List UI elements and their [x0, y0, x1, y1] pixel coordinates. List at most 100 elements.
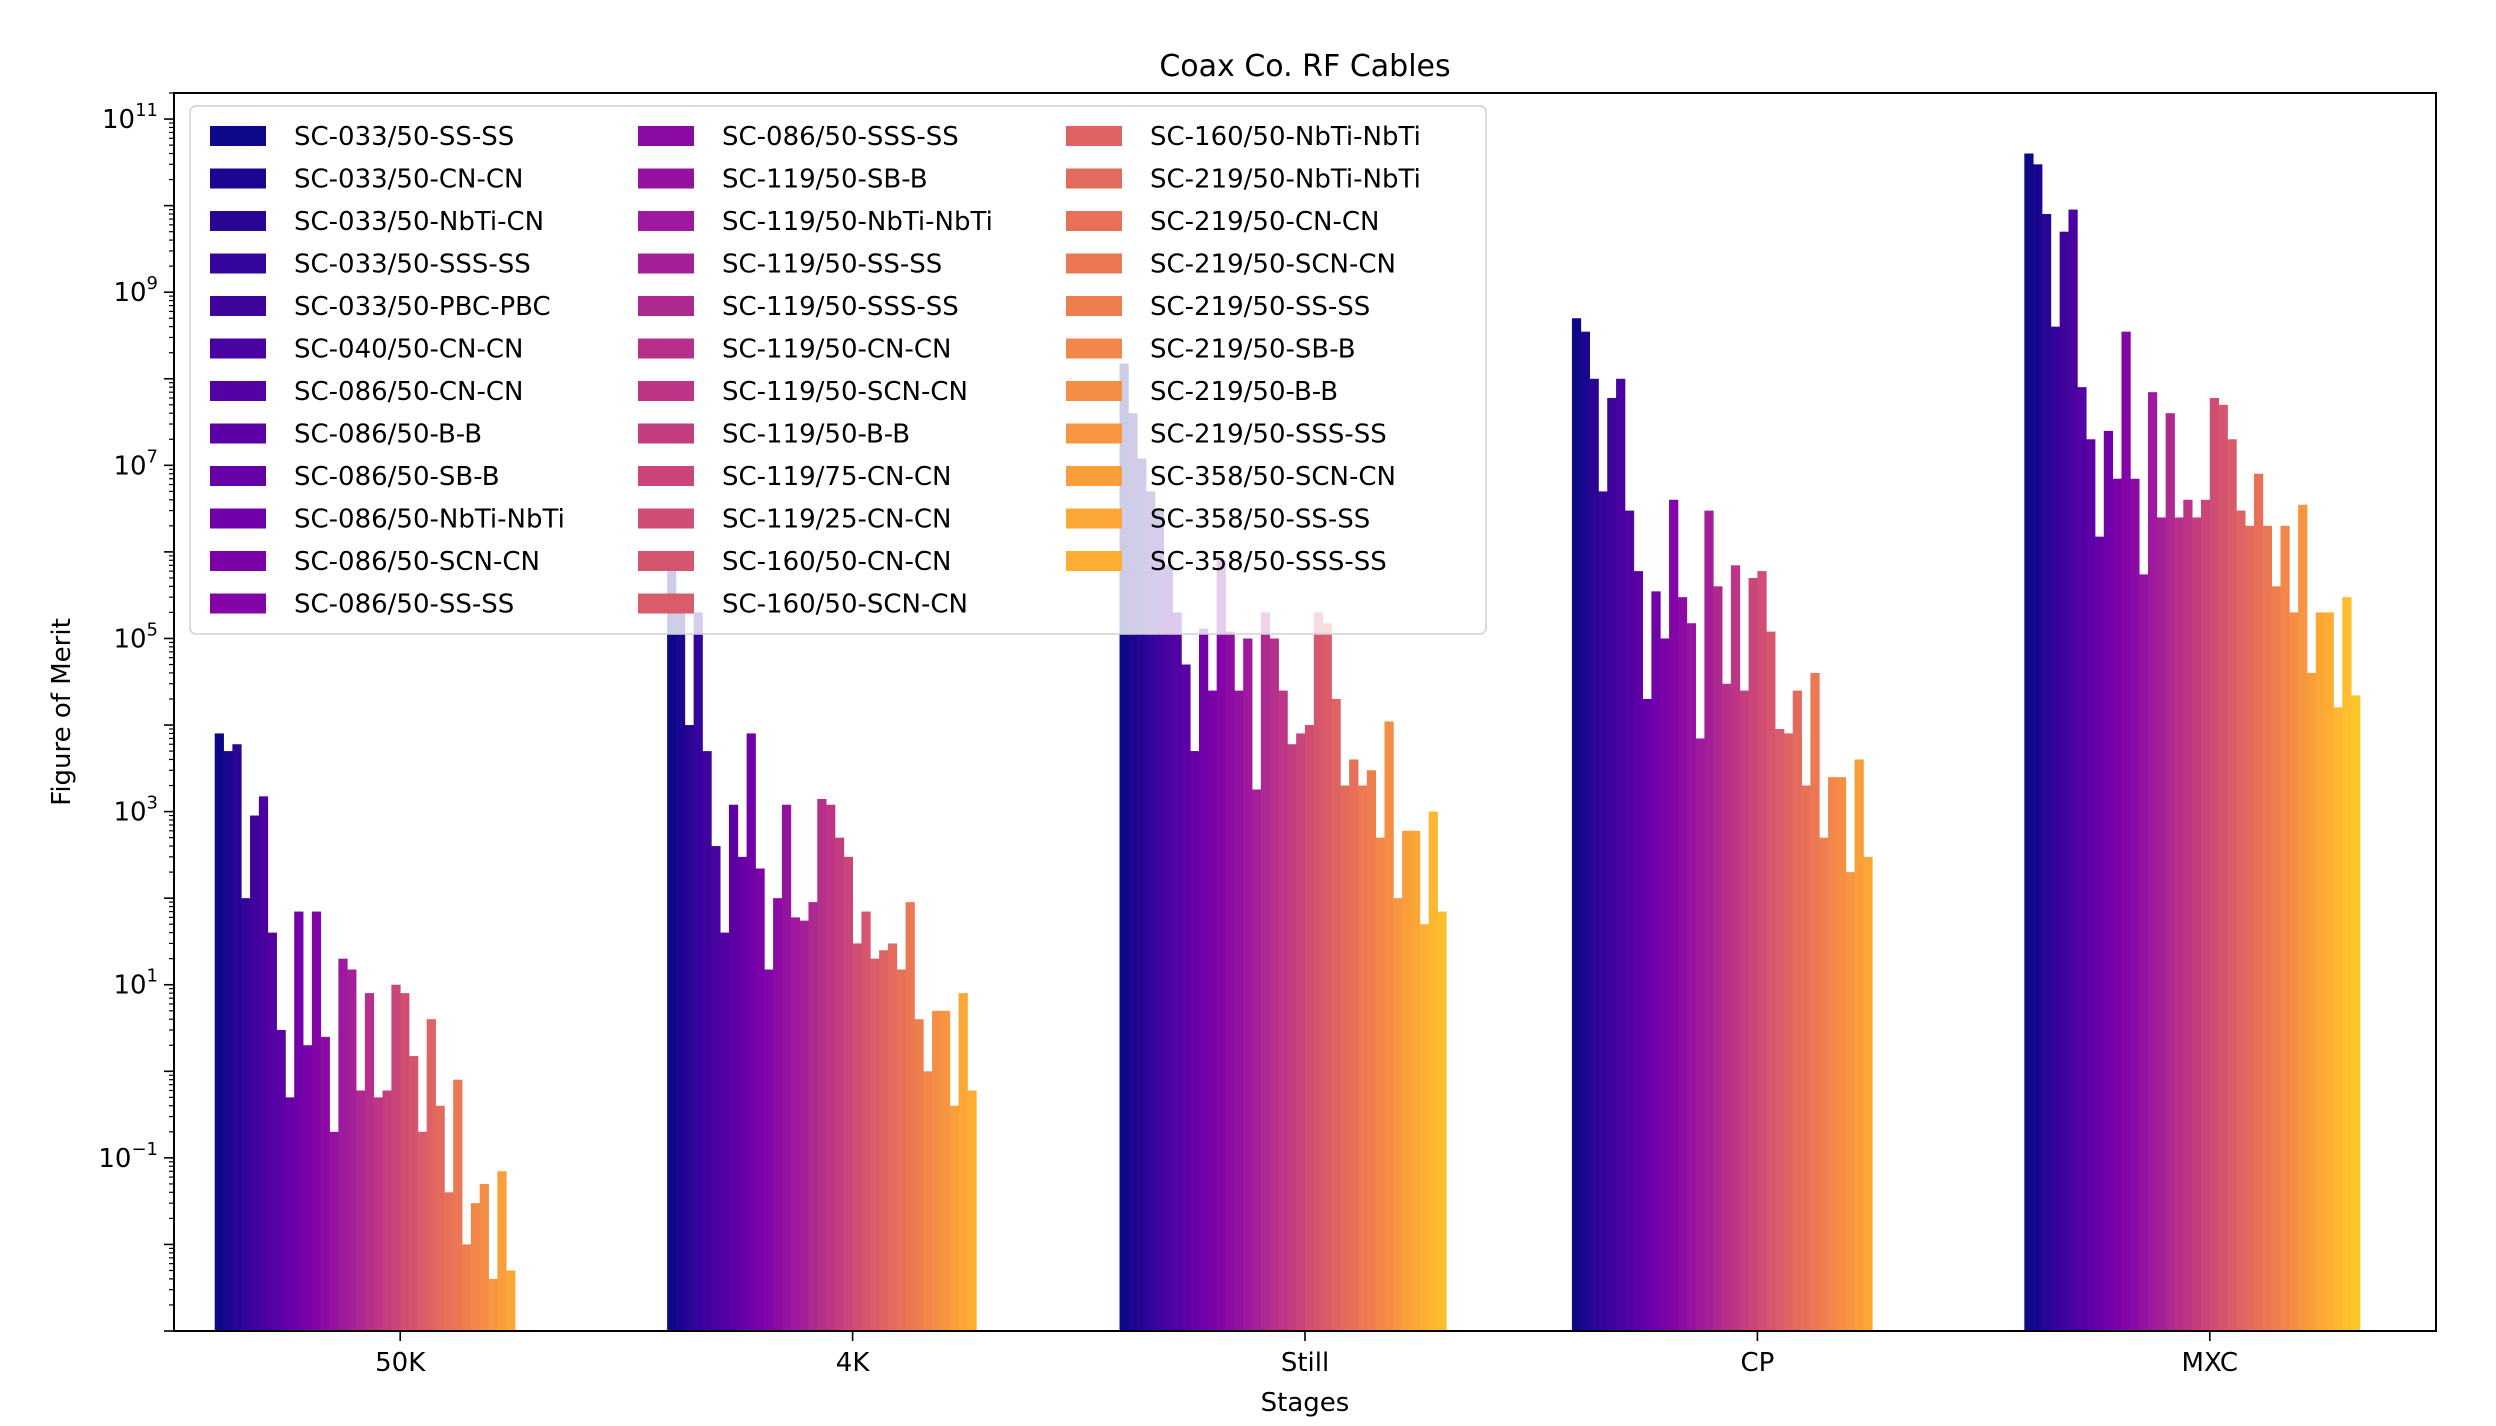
legend-label: SC-086/50-SCN-CN: [294, 547, 540, 577]
bar: [2147, 392, 2158, 1331]
bar: [879, 950, 889, 1331]
x-tick-label: CP: [1740, 1348, 1774, 1378]
bar: [773, 898, 783, 1331]
bar: [834, 837, 845, 1331]
legend-swatch: [1066, 126, 1122, 146]
bar: [2139, 574, 2149, 1331]
bar: [843, 856, 853, 1331]
bar: [1783, 733, 1794, 1331]
bar: [1278, 690, 1288, 1331]
legend-label: SC-119/50-SS-SS: [722, 250, 942, 280]
bar: [2236, 510, 2246, 1332]
bar: [303, 1045, 313, 1331]
legend-swatch: [638, 296, 694, 316]
bar: [2298, 504, 2308, 1331]
bar: [347, 969, 357, 1331]
legend-swatch: [638, 551, 694, 571]
bar: [232, 744, 242, 1331]
bar: [223, 751, 233, 1331]
bar: [2121, 331, 2131, 1331]
y-tick-label: 1011: [102, 100, 158, 135]
bar: [711, 846, 721, 1331]
bar: [1836, 777, 1847, 1331]
bar: [1607, 397, 1617, 1332]
legend-swatch: [638, 126, 694, 146]
legend-label: SC-219/50-NbTi-NbTi: [1150, 165, 1421, 195]
bar: [1669, 499, 1679, 1331]
bar: [2059, 231, 2069, 1332]
bar: [870, 958, 880, 1331]
legend-swatch: [638, 381, 694, 401]
legend-label: SC-358/50-SS-SS: [1150, 505, 1370, 535]
bar: [1624, 510, 1635, 1332]
bar: [1863, 856, 1873, 1331]
bar: [2033, 164, 2043, 1331]
bar: [702, 751, 712, 1331]
bar: [914, 1019, 924, 1331]
legend-label: SC-040/50-CN-CN: [294, 335, 523, 365]
bar: [1137, 458, 1147, 1332]
bar: [1589, 378, 1599, 1331]
legend-swatch: [210, 508, 266, 529]
x-tick-label: Still: [1281, 1348, 1329, 1378]
bars-layer: [214, 153, 2361, 1332]
y-axis: 10−1 101 103 105 107 109 1011: [98, 92, 174, 1332]
bar: [285, 1097, 295, 1331]
legend-swatch: [1066, 211, 1122, 231]
bar: [1854, 759, 1864, 1331]
legend-label: SC-160/50-NbTi-NbTi: [1150, 122, 1421, 152]
bar: [2041, 214, 2052, 1331]
bar: [1199, 628, 1209, 1331]
bar: [2200, 499, 2211, 1331]
bar: [1571, 318, 1582, 1331]
legend-swatch: [210, 126, 266, 146]
bar: [1633, 571, 1643, 1331]
bar: [1331, 698, 1341, 1331]
bar: [2077, 387, 2087, 1331]
bar: [2271, 586, 2281, 1331]
bar: [1810, 672, 1820, 1331]
bar: [417, 1131, 428, 1331]
bar: [1704, 510, 1714, 1332]
bar: [1243, 638, 1253, 1331]
legend-label: SC-086/50-NbTi-NbTi: [294, 505, 565, 535]
bar: [2165, 413, 2175, 1332]
y-tick-label: 107: [113, 446, 158, 481]
bar: [790, 917, 800, 1331]
bar: [2103, 430, 2114, 1331]
bar: [462, 1244, 472, 1331]
bar: [1828, 777, 1838, 1331]
legend-label: SC-219/50-SCN-CN: [1150, 250, 1396, 280]
bar: [1792, 690, 1802, 1331]
bar: [1375, 837, 1385, 1331]
legend-swatch: [1066, 508, 1122, 529]
legend-label: SC-033/50-SSS-SS: [294, 250, 531, 280]
bar: [373, 1097, 383, 1331]
bar: [1801, 785, 1811, 1331]
bar: [1384, 721, 1394, 1331]
bar: [817, 798, 827, 1331]
bar: [2024, 153, 2034, 1331]
bar: [896, 969, 906, 1331]
y-tick-label: 103: [113, 793, 158, 828]
bar: [1677, 597, 1688, 1331]
bar: [781, 804, 792, 1331]
bar: [2289, 612, 2299, 1331]
bar: [364, 993, 375, 1331]
bar: [746, 733, 756, 1331]
bar: [2209, 397, 2220, 1332]
bar: [1366, 770, 1377, 1331]
bar: [1393, 898, 1403, 1331]
bar: [737, 856, 748, 1331]
y-tick-label: 105: [113, 619, 158, 654]
legend-label: SC-219/50-SSS-SS: [1150, 420, 1387, 450]
bar: [1313, 612, 1324, 1331]
y-tick-label: 109: [113, 273, 158, 308]
legend-label: SC-160/50-SCN-CN: [722, 590, 968, 620]
legend-swatch: [210, 593, 266, 614]
bar: [1775, 728, 1785, 1331]
bar: [488, 1278, 498, 1331]
bar: [2156, 517, 2167, 1331]
bar: [2086, 439, 2096, 1331]
bar: [2306, 672, 2317, 1331]
